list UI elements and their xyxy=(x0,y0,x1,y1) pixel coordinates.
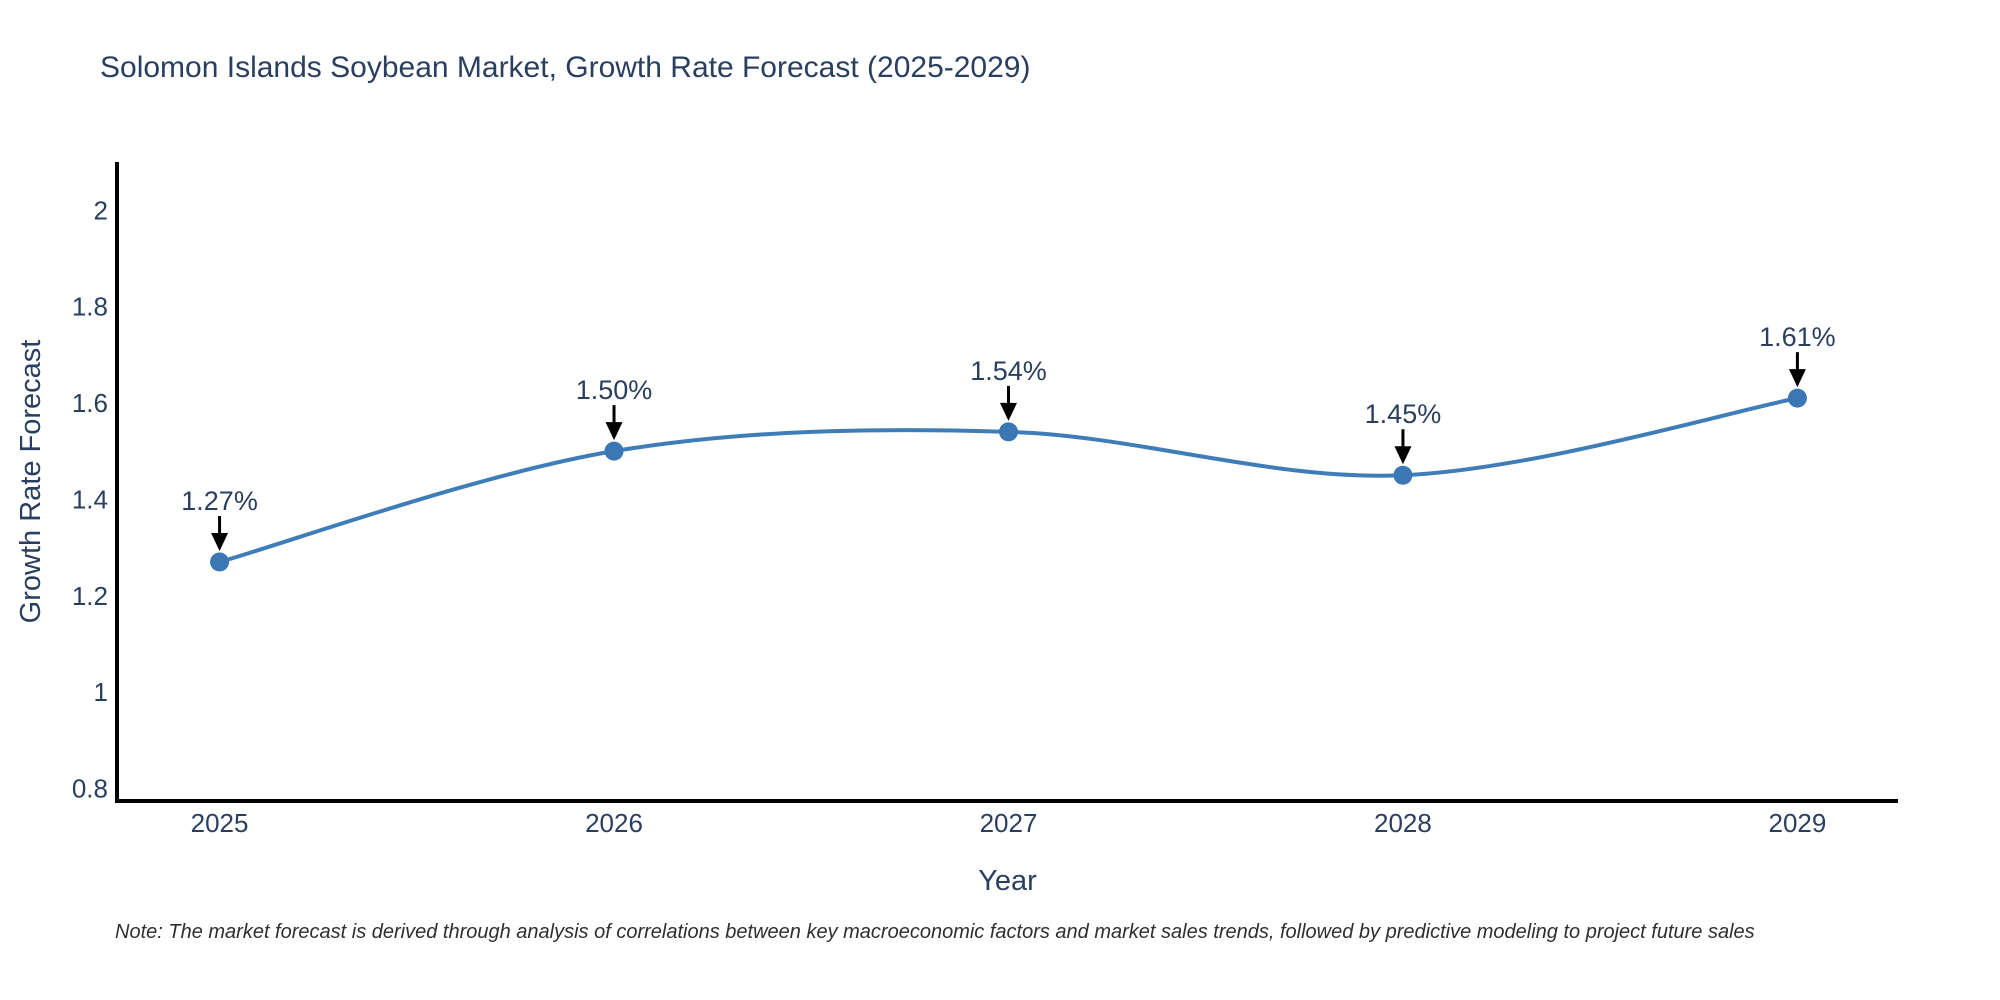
data-point xyxy=(1393,465,1413,485)
point-value-label: 1.45% xyxy=(1365,399,1442,429)
annotation-arrow-head xyxy=(605,422,623,441)
point-value-label: 1.61% xyxy=(1759,322,1836,352)
point-value-label: 1.27% xyxy=(181,486,258,516)
data-point xyxy=(210,552,230,572)
annotation-arrow-head xyxy=(1394,446,1412,465)
chart-title: Solomon Islands Soybean Market, Growth R… xyxy=(100,51,1031,84)
data-point xyxy=(998,422,1018,442)
x-tick-label: 2029 xyxy=(1768,808,1826,838)
data-point xyxy=(604,441,624,461)
annotation-arrow-head xyxy=(1788,369,1806,388)
y-tick-label: 1 xyxy=(94,677,108,707)
y-axis-title: Growth Rate Forecast xyxy=(15,340,47,624)
x-axis-title: Year xyxy=(978,865,1037,897)
y-tick-label: 1.8 xyxy=(72,292,108,322)
y-tick-label: 0.8 xyxy=(72,774,108,804)
y-tick-label: 2 xyxy=(94,195,108,225)
point-value-label: 1.54% xyxy=(970,356,1047,386)
x-tick-label: 2025 xyxy=(191,808,249,838)
y-tick-label: 1.2 xyxy=(72,581,108,611)
x-tick-label: 2027 xyxy=(980,808,1038,838)
y-tick-label: 1.4 xyxy=(72,484,108,514)
y-tick-label: 1.6 xyxy=(72,388,108,418)
footnote: Note: The market forecast is derived thr… xyxy=(115,921,1755,943)
x-tick-label: 2026 xyxy=(585,808,643,838)
point-value-label: 1.50% xyxy=(576,375,653,405)
data-point xyxy=(1787,388,1807,408)
annotation-arrow-head xyxy=(999,402,1017,421)
x-tick-label: 2028 xyxy=(1374,808,1432,838)
annotation-arrow-head xyxy=(211,532,229,551)
